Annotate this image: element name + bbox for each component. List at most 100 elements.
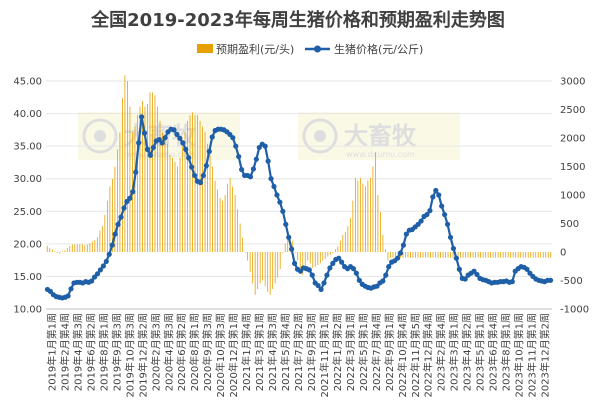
price-point (236, 153, 242, 160)
y-left-tick-label: 40.00 (13, 109, 42, 120)
price-point (453, 255, 459, 261)
price-point (444, 221, 451, 227)
profit-bar (515, 252, 517, 258)
price-point (100, 263, 106, 269)
profit-bar (172, 157, 173, 252)
price-point (321, 280, 327, 286)
profit-bar (432, 252, 434, 258)
profit-bar (475, 252, 476, 258)
x-tick-label: 2022年12月第4周 (422, 313, 435, 398)
y-right-tick-label: 0 (560, 248, 566, 259)
profit-bar (410, 252, 411, 258)
price-point (383, 272, 389, 278)
x-tick-label: 2023年3月第1周 (448, 313, 461, 391)
profit-bar (257, 252, 259, 290)
profit-bar (485, 252, 487, 258)
price-point (203, 163, 209, 169)
price-point (450, 245, 457, 252)
profit-bar (312, 252, 314, 268)
profit-bar (512, 252, 514, 258)
price-point (180, 140, 186, 146)
price-point (147, 152, 154, 158)
profit-bar (94, 240, 96, 252)
profit-bar (111, 179, 113, 252)
profit-bars (46, 75, 552, 295)
profit-bar (279, 252, 281, 270)
profit-bar (209, 155, 211, 252)
profit-bar (224, 195, 226, 252)
price-point (68, 286, 74, 292)
profit-bar (294, 252, 296, 253)
profit-bar (227, 183, 229, 252)
profit-bar (124, 75, 126, 252)
profit-bar (349, 217, 351, 252)
x-tick-label: 2022年10月第4周 (396, 313, 409, 398)
x-tick-label: 2020年8月第1周 (188, 313, 201, 391)
price-point (447, 234, 454, 240)
profit-bar (194, 115, 196, 252)
profit-bar (122, 98, 123, 252)
price-point (280, 208, 286, 214)
profit-bar (314, 252, 316, 267)
price-point (309, 272, 315, 278)
profit-bar (234, 195, 236, 252)
price-point (174, 131, 180, 138)
profit-bar (332, 252, 334, 254)
x-tick-label: 2021年7月第2周 (292, 313, 305, 391)
price-point (386, 264, 392, 270)
price-point (286, 234, 292, 240)
profit-bar (309, 252, 311, 264)
profit-bar (219, 197, 221, 252)
x-tick-label: 2021年9月第3周 (305, 313, 318, 391)
price-line (44, 114, 554, 301)
profit-bar (457, 252, 459, 258)
profit-bar (319, 252, 321, 264)
profit-bar (367, 180, 369, 252)
profit-bar (66, 248, 68, 252)
profit-bar (510, 252, 512, 258)
profit-bar (51, 249, 53, 252)
price-point (524, 266, 530, 272)
x-tick-label: 2020年2月第3周 (149, 313, 162, 391)
profit-bar (157, 106, 158, 253)
x-tick-label: 2019年4月第3周 (71, 313, 84, 391)
watermark-logo-icon (82, 118, 118, 154)
profit-bar (339, 240, 341, 252)
price-point (94, 271, 101, 277)
profit-bar (277, 252, 279, 278)
price-point (200, 172, 206, 179)
price-point (397, 250, 404, 256)
profit-bar (375, 152, 376, 252)
profit-bar (329, 252, 331, 255)
profit-bar (387, 252, 389, 261)
price-point (103, 258, 109, 265)
price-point (144, 146, 151, 152)
price-point (106, 251, 112, 257)
legend-swatch-profit (197, 44, 213, 53)
profit-bar (420, 252, 421, 258)
x-axis: 2019年1月第1周 2019年2月第4周 2019年4月第3周 2019年6月第2周… (45, 313, 551, 398)
profit-bar (164, 138, 166, 252)
profit-bar (259, 252, 261, 284)
price-point (327, 265, 333, 271)
price-point (436, 192, 442, 198)
y-left-tick-label: 10.00 (13, 305, 42, 316)
x-tick-label: 2021年4月第3周 (266, 313, 279, 391)
price-point (162, 135, 168, 141)
price-point (315, 282, 321, 289)
profit-bar (480, 252, 482, 258)
price-point (509, 279, 515, 285)
profit-bar (264, 252, 266, 287)
price-point (230, 135, 236, 141)
price-point (262, 143, 268, 149)
profit-bar (139, 106, 141, 253)
x-tick-label: 2020年10月第3周 (214, 313, 227, 398)
price-point (277, 199, 283, 205)
profit-bar (129, 106, 131, 253)
profit-bar (362, 183, 364, 252)
x-tick-label: 2023年5月第1周 (474, 313, 487, 391)
profit-bar (187, 120, 188, 253)
price-point (283, 221, 289, 227)
